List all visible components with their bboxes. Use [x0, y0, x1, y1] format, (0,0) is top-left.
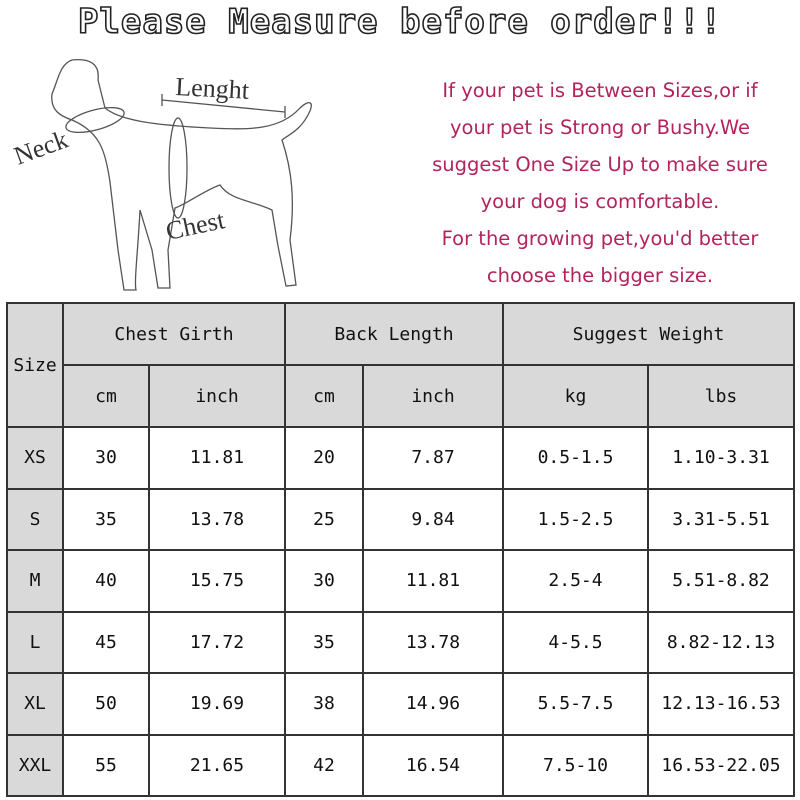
value-cell: 12.13-16.53 [647, 672, 795, 736]
dog-measurement-diagram: Lenght Neck Chest [10, 58, 312, 291]
sizing-advice: If your pet is Between Sizes,or if your … [400, 72, 800, 294]
advice-line: If your pet is Between Sizes,or if [442, 79, 758, 102]
value-cell: 55 [62, 733, 150, 797]
value-cell: 17.72 [148, 610, 286, 674]
value-cell: 1.5-2.5 [502, 487, 649, 551]
value-cell: 15.75 [148, 549, 286, 613]
group-header-chest-girth: Chest Girth [62, 302, 286, 366]
size-header: Size [6, 302, 64, 428]
unit-header: kg [502, 364, 649, 428]
value-cell: 19.69 [148, 672, 286, 736]
value-cell: 38 [284, 672, 364, 736]
table-row: XL 50 19.69 38 14.96 5.5-7.5 12.13-16.53 [6, 672, 795, 736]
value-cell: 4-5.5 [502, 610, 649, 674]
value-cell: 35 [62, 487, 150, 551]
value-cell: 13.78 [362, 610, 504, 674]
length-label: Lenght [175, 72, 251, 105]
value-cell: 7.87 [362, 426, 504, 490]
neck-label: Neck [10, 125, 71, 171]
table-row: M 40 15.75 30 11.81 2.5-4 5.51-8.82 [6, 549, 795, 613]
value-cell: 5.51-8.82 [647, 549, 795, 613]
value-cell: 16.54 [362, 733, 504, 797]
value-cell: 13.78 [148, 487, 286, 551]
value-cell: 21.65 [148, 733, 286, 797]
value-cell: 0.5-1.5 [502, 426, 649, 490]
group-header-back-length: Back Length [284, 302, 504, 366]
value-cell: 30 [284, 549, 364, 613]
unit-header: inch [148, 364, 286, 428]
value-cell: 45 [62, 610, 150, 674]
unit-header: inch [362, 364, 504, 428]
size-cell: XS [6, 426, 64, 490]
unit-header: lbs [647, 364, 795, 428]
size-cell: L [6, 610, 64, 674]
value-cell: 2.5-4 [502, 549, 649, 613]
value-cell: 20 [284, 426, 364, 490]
table-row: XS 30 11.81 20 7.87 0.5-1.5 1.10-3.31 [6, 426, 795, 490]
value-cell: 9.84 [362, 487, 504, 551]
advice-line: your dog is comfortable. [480, 190, 720, 213]
value-cell: 30 [62, 426, 150, 490]
value-cell: 3.31-5.51 [647, 487, 795, 551]
value-cell: 14.96 [362, 672, 504, 736]
advice-line: your pet is Strong or Bushy.We [449, 116, 750, 139]
chest-strap [168, 117, 188, 219]
size-cell: XL [6, 672, 64, 736]
value-cell: 35 [284, 610, 364, 674]
value-cell: 42 [284, 733, 364, 797]
size-chart-table: Size Chest Girth Back Length Suggest Wei… [6, 302, 795, 797]
value-cell: 5.5-7.5 [502, 672, 649, 736]
size-cell: S [6, 487, 64, 551]
unit-header: cm [284, 364, 364, 428]
value-cell: 50 [62, 672, 150, 736]
page-title: Please Measure before order!!! [77, 1, 723, 43]
value-cell: 11.81 [148, 426, 286, 490]
value-cell: 11.81 [362, 549, 504, 613]
neck-strap [65, 106, 125, 134]
size-cell: M [6, 549, 64, 613]
group-header-suggest-weight: Suggest Weight [502, 302, 795, 366]
advice-line: suggest One Size Up to make sure [432, 153, 768, 176]
advice-line: For the growing pet,you'd better [441, 227, 759, 250]
value-cell: 1.10-3.31 [647, 426, 795, 490]
value-cell: 40 [62, 549, 150, 613]
length-line [161, 94, 286, 118]
value-cell: 16.53-22.05 [647, 733, 795, 797]
value-cell: 25 [284, 487, 364, 551]
table-row: L 45 17.72 35 13.78 4-5.5 8.82-12.13 [6, 610, 795, 674]
dog-outline [51, 58, 312, 291]
table-row: XXL 55 21.65 42 16.54 7.5-10 16.53-22.05 [6, 733, 795, 797]
value-cell: 8.82-12.13 [647, 610, 795, 674]
unit-header: cm [62, 364, 150, 428]
value-cell: 7.5-10 [502, 733, 649, 797]
size-cell: XXL [6, 733, 64, 797]
advice-line: choose the bigger size. [486, 264, 714, 287]
table-row: S 35 13.78 25 9.84 1.5-2.5 3.31-5.51 [6, 487, 795, 551]
